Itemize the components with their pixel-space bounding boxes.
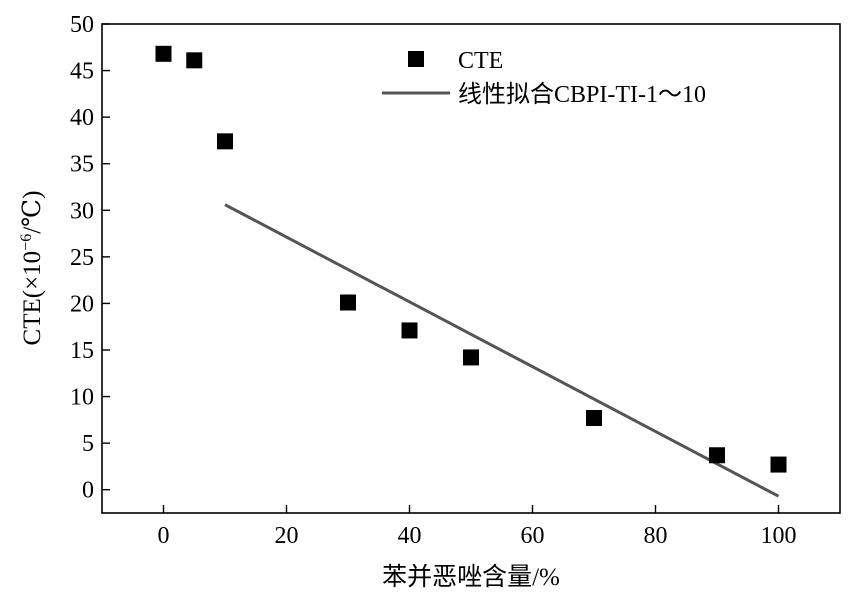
y-tick-label: 35 <box>70 152 94 178</box>
legend-label-cte: CTE <box>458 48 503 74</box>
legend-marker-square <box>408 51 424 67</box>
x-axis-label: 苯并恶唑含量/% <box>382 563 560 591</box>
data-point <box>770 456 787 473</box>
y-tick-label: 50 <box>70 12 94 38</box>
y-tick-label: 30 <box>70 198 94 224</box>
y-axis-label-suffix: /℃) <box>19 191 46 234</box>
data-point <box>401 322 418 339</box>
plot-frame <box>101 23 841 514</box>
x-tick-label: 80 <box>644 523 668 549</box>
x-tick-label: 60 <box>521 523 545 549</box>
data-point <box>340 294 356 311</box>
y-tick-label: 5 <box>82 431 94 457</box>
data-point <box>186 52 203 69</box>
y-tick-label: 20 <box>70 291 94 317</box>
data-point <box>217 133 233 150</box>
plot-area <box>101 23 841 514</box>
fit-line <box>224 203 780 498</box>
data-point <box>463 349 479 366</box>
y-tick-label: 25 <box>70 245 94 271</box>
legend: CTE 线性拟合CBPI-TI-1～10 <box>382 48 706 108</box>
x-tick-label: 100 <box>761 523 797 549</box>
y-tick-label: 0 <box>82 478 94 504</box>
y-ticks: 0 5 10 15 20 25 30 35 40 45 50 <box>70 12 110 504</box>
y-axis-label-exponent: −6 <box>18 234 35 251</box>
x-tick-label: 40 <box>398 523 422 549</box>
x-tick-label: 0 <box>158 523 170 549</box>
x-tick-label: 20 <box>275 523 299 549</box>
data-point <box>586 409 602 426</box>
x-ticks: 0 20 40 60 80 100 <box>158 505 797 549</box>
y-tick-label: 45 <box>70 59 94 85</box>
data-point <box>155 45 172 62</box>
data-point <box>709 447 725 464</box>
y-tick-label: 40 <box>70 105 94 131</box>
y-tick-label: 10 <box>70 385 94 411</box>
y-tick-label: 15 <box>70 338 94 364</box>
y-axis-label-prefix: CTE(×10 <box>19 251 46 346</box>
series-layer <box>155 45 787 498</box>
y-axis-label: CTE(×10−6/℃) <box>18 191 46 346</box>
legend-label-fit: 线性拟合CBPI-TI-1～10 <box>458 81 706 108</box>
